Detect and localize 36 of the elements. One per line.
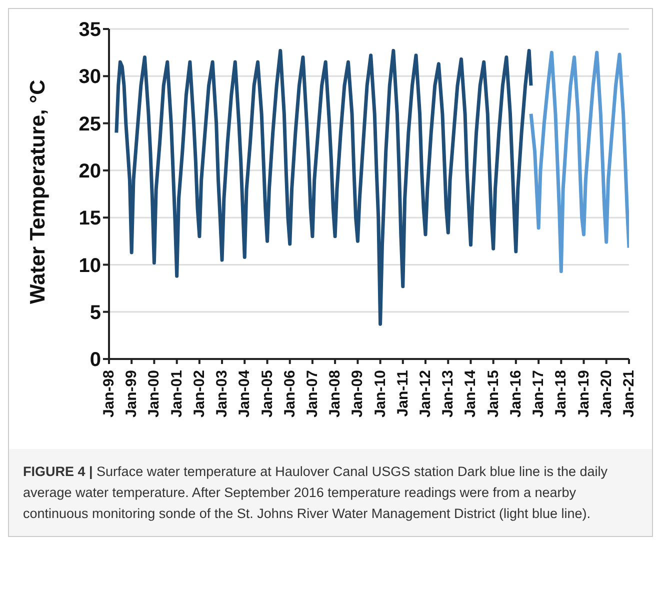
y-axis-title: Water Temperature, °C	[26, 80, 50, 304]
x-tick-label: Jan-03	[214, 370, 231, 418]
x-tick-label: Jan-07	[304, 370, 321, 418]
x-tick-label: Jan-06	[281, 370, 298, 418]
y-tick-label: 35	[78, 19, 101, 42]
x-tick-label: Jan-05	[258, 370, 276, 418]
y-tick-label: 20	[78, 160, 101, 183]
x-tick-label: Jan-98	[100, 370, 118, 418]
y-tick-label: 5	[90, 302, 101, 324]
x-tick-label: Jan-00	[146, 370, 163, 418]
x-tick-label: Jan-19	[575, 370, 592, 418]
line-series	[529, 50, 629, 274]
x-tick-label: Jan-09	[349, 370, 366, 418]
x-tick-label: Jan-15	[484, 370, 502, 418]
x-tick-label: Jan-17	[530, 370, 548, 418]
x-tick-label: Jan-18	[552, 370, 570, 418]
x-tick-label: Jan-16	[507, 370, 524, 418]
y-tick-label: 25	[78, 113, 101, 136]
x-tick-label: Jan-12	[416, 370, 434, 418]
y-tick-label: 0	[90, 349, 101, 372]
x-tick-label: Jan-10	[372, 370, 389, 418]
x-tick-label: Jan-01	[168, 370, 186, 418]
x-tick-label: Jan-08	[326, 370, 344, 418]
y-tick-label: 10	[78, 254, 101, 277]
y-tick-label: 15	[78, 208, 101, 230]
x-tick-label: Jan-11	[394, 370, 412, 417]
x-tick-label: Jan-13	[440, 370, 457, 418]
x-tick-label: Jan-04	[236, 369, 254, 418]
x-tick-label: Jan-02	[190, 370, 208, 418]
x-tick-label: Jan-99	[123, 370, 140, 418]
y-tick-label: 30	[78, 66, 101, 88]
x-tick-label: Jan-21	[620, 370, 638, 418]
line-series	[114, 48, 533, 326]
x-tick-label: Jan-20	[598, 370, 615, 418]
x-tick-label: Jan-14	[462, 369, 480, 418]
caption: FIGURE 4 | Surface water temperature at Haulover Canal USGS station Dark blue line is the daily average water temperature. After September 2016 temperature readings were from a nearby continuous monitoring sonde of the St. Johns River Water Management District (light blue line).	[8, 449, 653, 537]
